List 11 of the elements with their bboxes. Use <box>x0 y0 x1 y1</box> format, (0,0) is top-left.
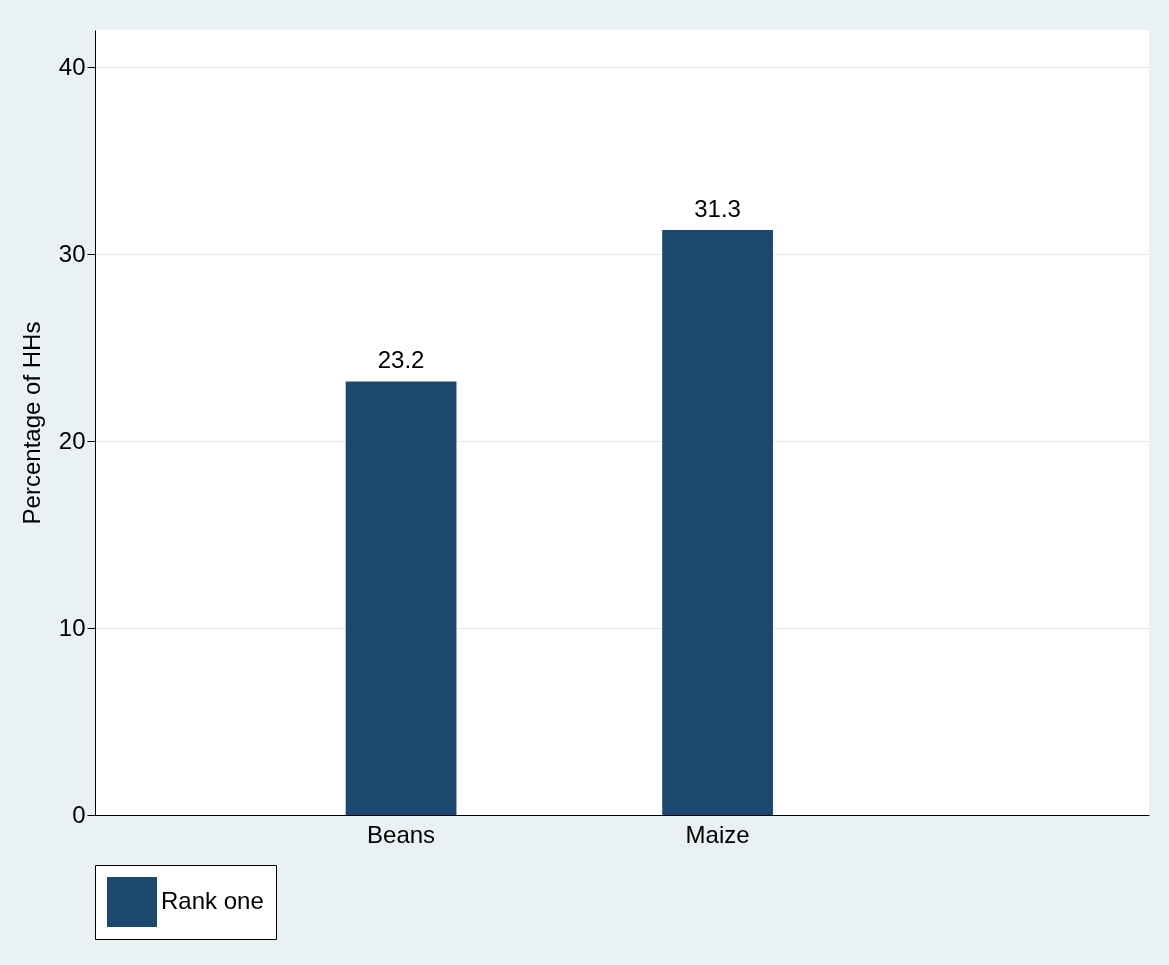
y-axis-title: Percentage of HHs <box>17 321 45 525</box>
y-tick-label: 40 <box>58 52 86 80</box>
x-tick-label: Beans <box>367 820 436 848</box>
y-tick-label: 20 <box>58 426 86 454</box>
y-tick-label: 10 <box>58 613 86 641</box>
data-label: 23.2 <box>377 346 425 374</box>
x-tick-label: Maize <box>685 820 750 848</box>
y-tick-label: 30 <box>58 239 86 267</box>
data-label: 31.3 <box>694 194 741 222</box>
y-tick-label: 0 <box>72 800 86 828</box>
legend-label: Rank one <box>161 887 264 914</box>
